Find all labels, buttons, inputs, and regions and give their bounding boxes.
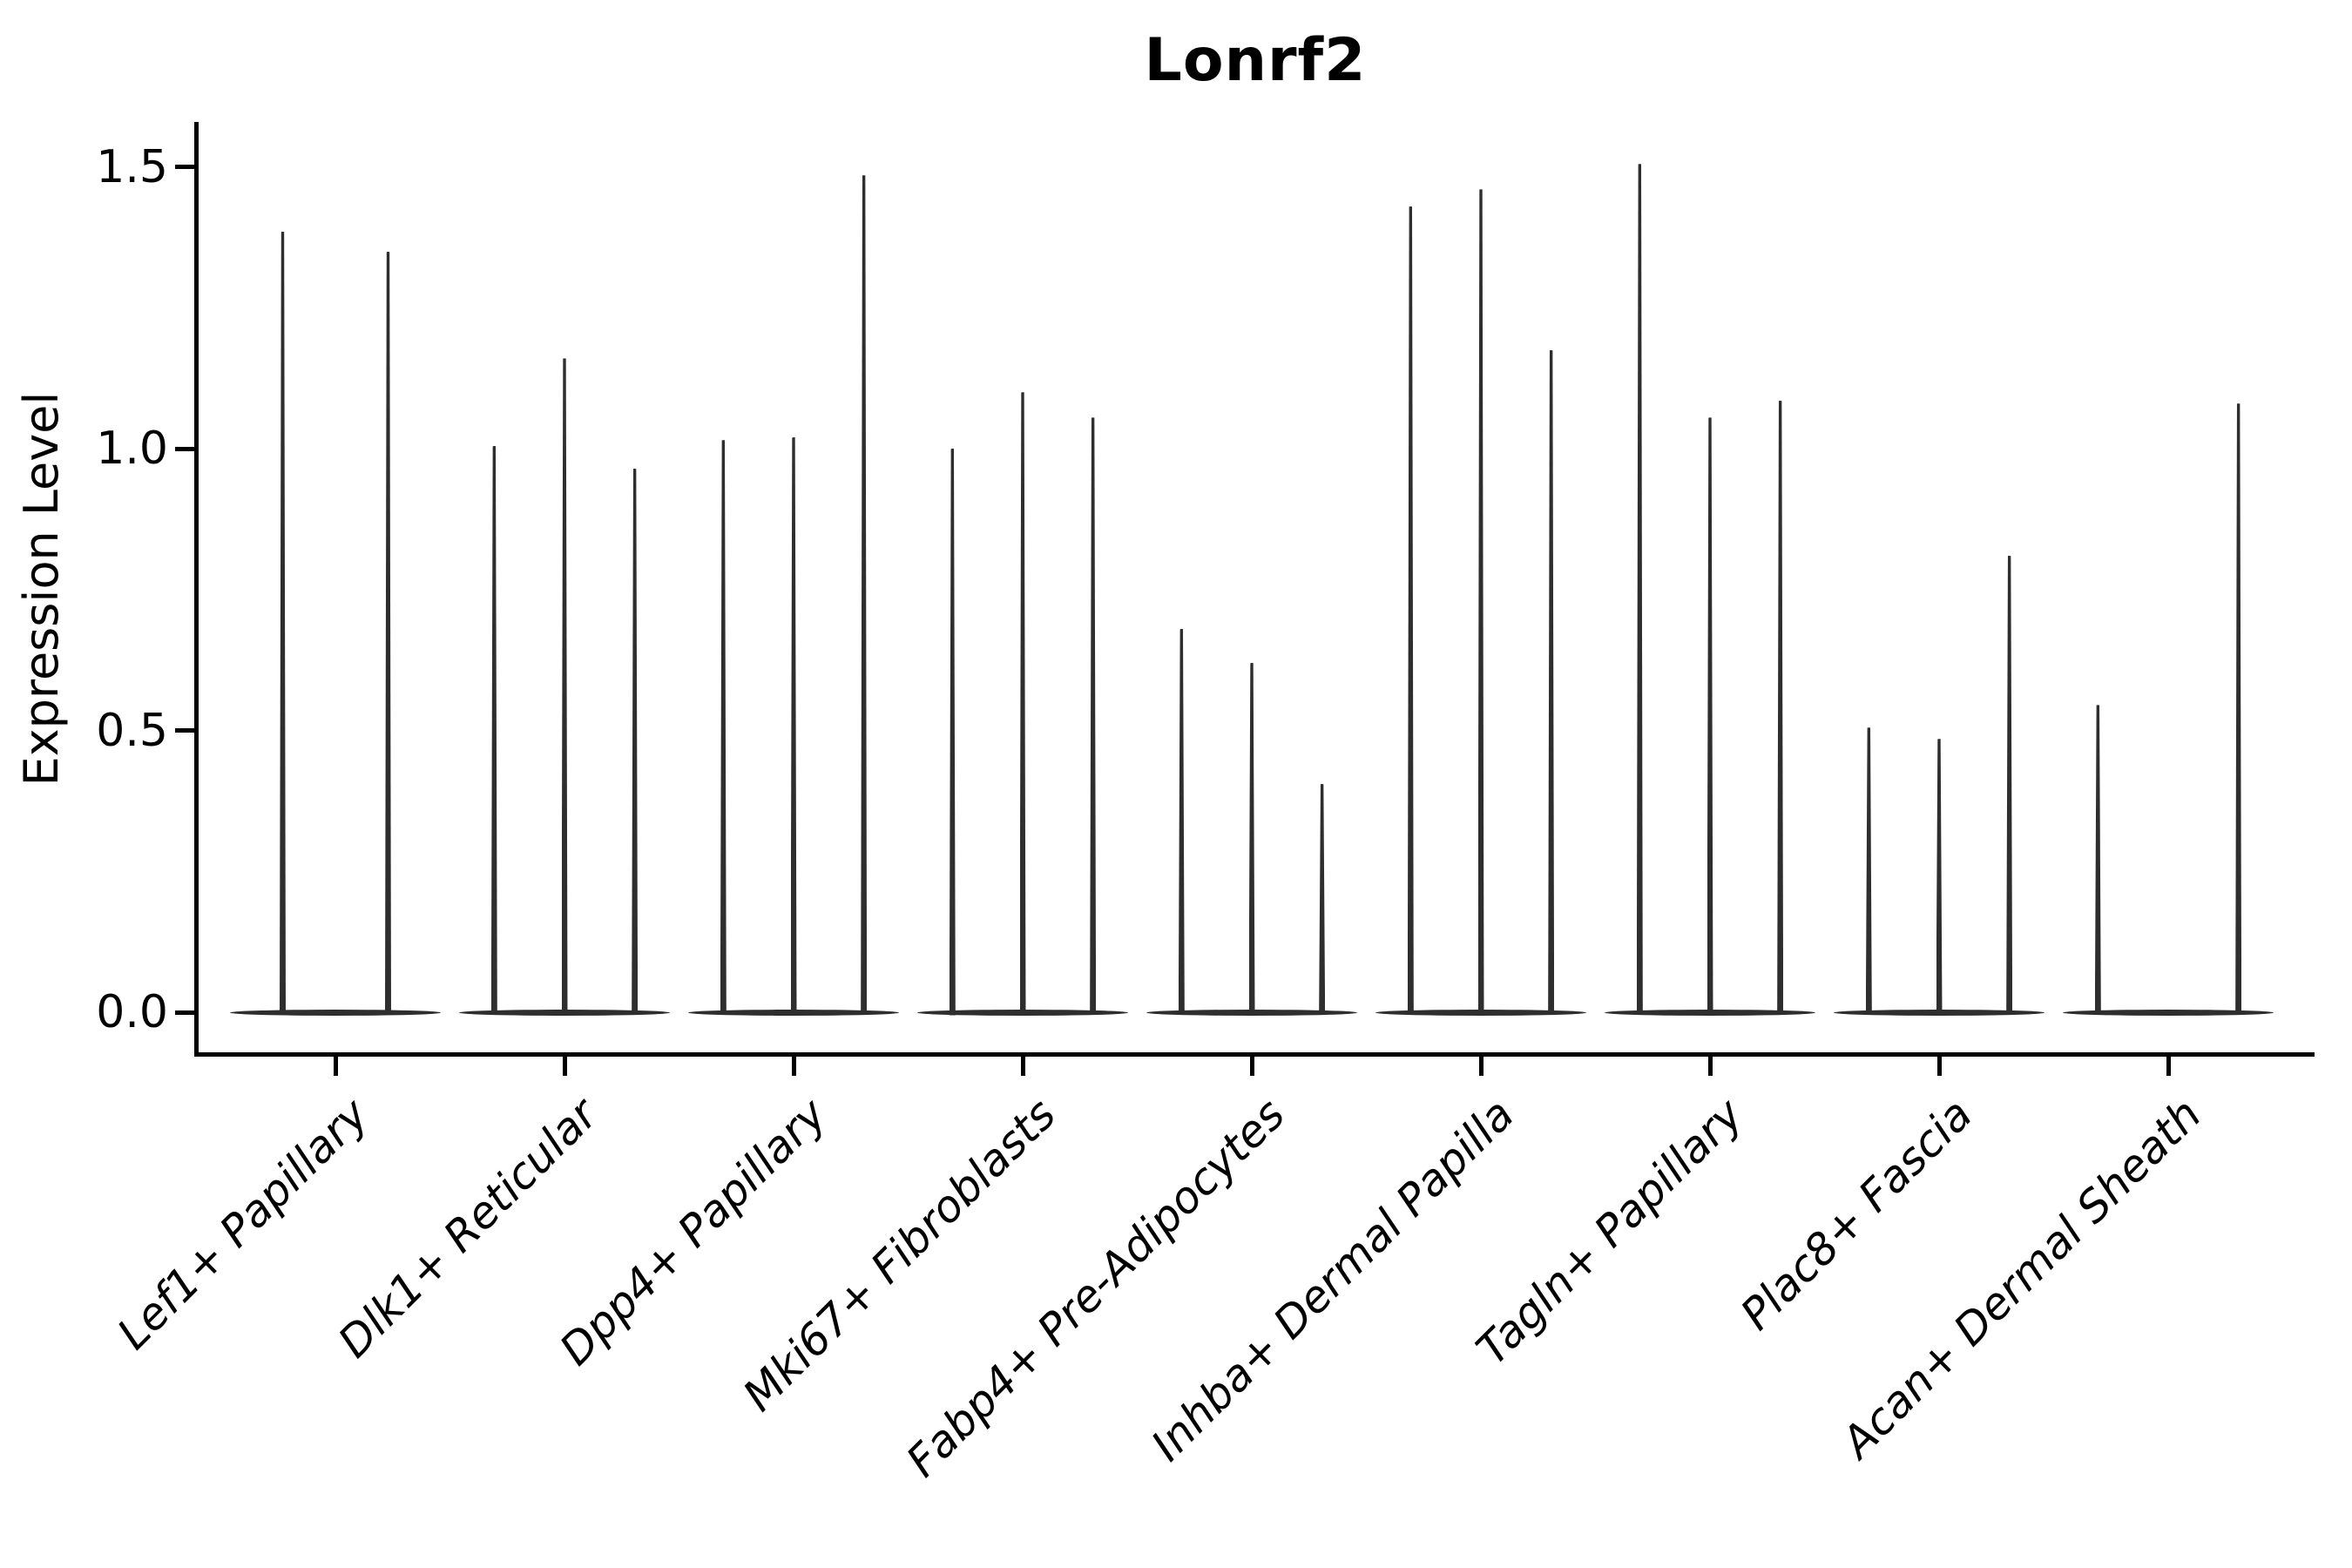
violin-spike [1707,417,1713,1016]
chart-title: Lonrf2 [1144,26,1367,95]
x-tick-mark [791,1057,796,1076]
x-tick-mark [1936,1057,1942,1076]
x-tick-label: Plac8+ Fascia [1731,1089,1983,1340]
y-tick-mark [175,165,194,169]
violin-spike [280,231,286,1016]
violin-spike [1407,206,1414,1016]
x-tick-mark [2166,1057,2171,1076]
violin-spike [861,175,868,1016]
violin-spike [949,449,956,1016]
violin-baseline-body [2063,1009,2274,1016]
violin-spike [790,437,797,1016]
violin-spike [1477,189,1484,1016]
x-axis-spine [194,1052,2315,1057]
violin-spike [1936,739,1943,1016]
violin-spike [2006,555,2013,1016]
x-tick-label: Dlk1+ Reticular [328,1089,608,1368]
violin-spike [1090,417,1097,1016]
x-tick-label: Tagln+ Papillary [1466,1089,1754,1375]
violin-spike [2094,705,2101,1016]
violin-spike [632,468,639,1016]
violin-spike [1777,401,1784,1016]
x-tick-label: Lef1+ Papillary [107,1089,379,1360]
y-tick-label: 0.5 [96,704,168,757]
violin-spike [2235,403,2242,1016]
x-tick-mark [333,1057,338,1076]
x-tick-mark [1249,1057,1254,1076]
y-tick-mark [175,728,194,733]
violin-spike [1865,727,1872,1016]
x-tick-mark [1478,1057,1484,1076]
y-axis-label: Expression Level [14,391,69,787]
y-tick-mark [175,446,194,451]
x-tick-label: Inhba+ Dermal Papilla [1141,1089,1524,1471]
y-tick-label: 1.5 [96,140,168,193]
violin-spike [1178,629,1185,1016]
violin-spike [1636,164,1643,1016]
violin-baseline-body [230,1009,441,1016]
y-tick-mark [175,1010,194,1015]
x-tick-label: Fabp4+ Pre-Adipocytes [896,1089,1295,1487]
violin-spike [385,251,391,1016]
x-tick-label: Acan+ Dermal Sheath [1832,1089,2212,1468]
x-tick-mark [562,1057,567,1076]
x-tick-mark [1707,1057,1713,1076]
violin-spike [561,358,568,1016]
violin-spike [720,440,727,1016]
violin-spike [1548,349,1555,1016]
violin-spike [1319,783,1326,1016]
violin-spike [1248,662,1255,1016]
y-tick-label: 1.0 [96,422,168,475]
x-tick-label: Mki67+ Fibroblasts [733,1089,1066,1422]
violin-spike [490,445,497,1016]
violin-spike [1019,392,1026,1016]
y-axis-spine [194,122,199,1057]
x-tick-mark [1020,1057,1025,1076]
y-tick-label: 0.0 [96,986,168,1038]
x-tick-label: Dpp4+ Papillary [550,1089,837,1375]
